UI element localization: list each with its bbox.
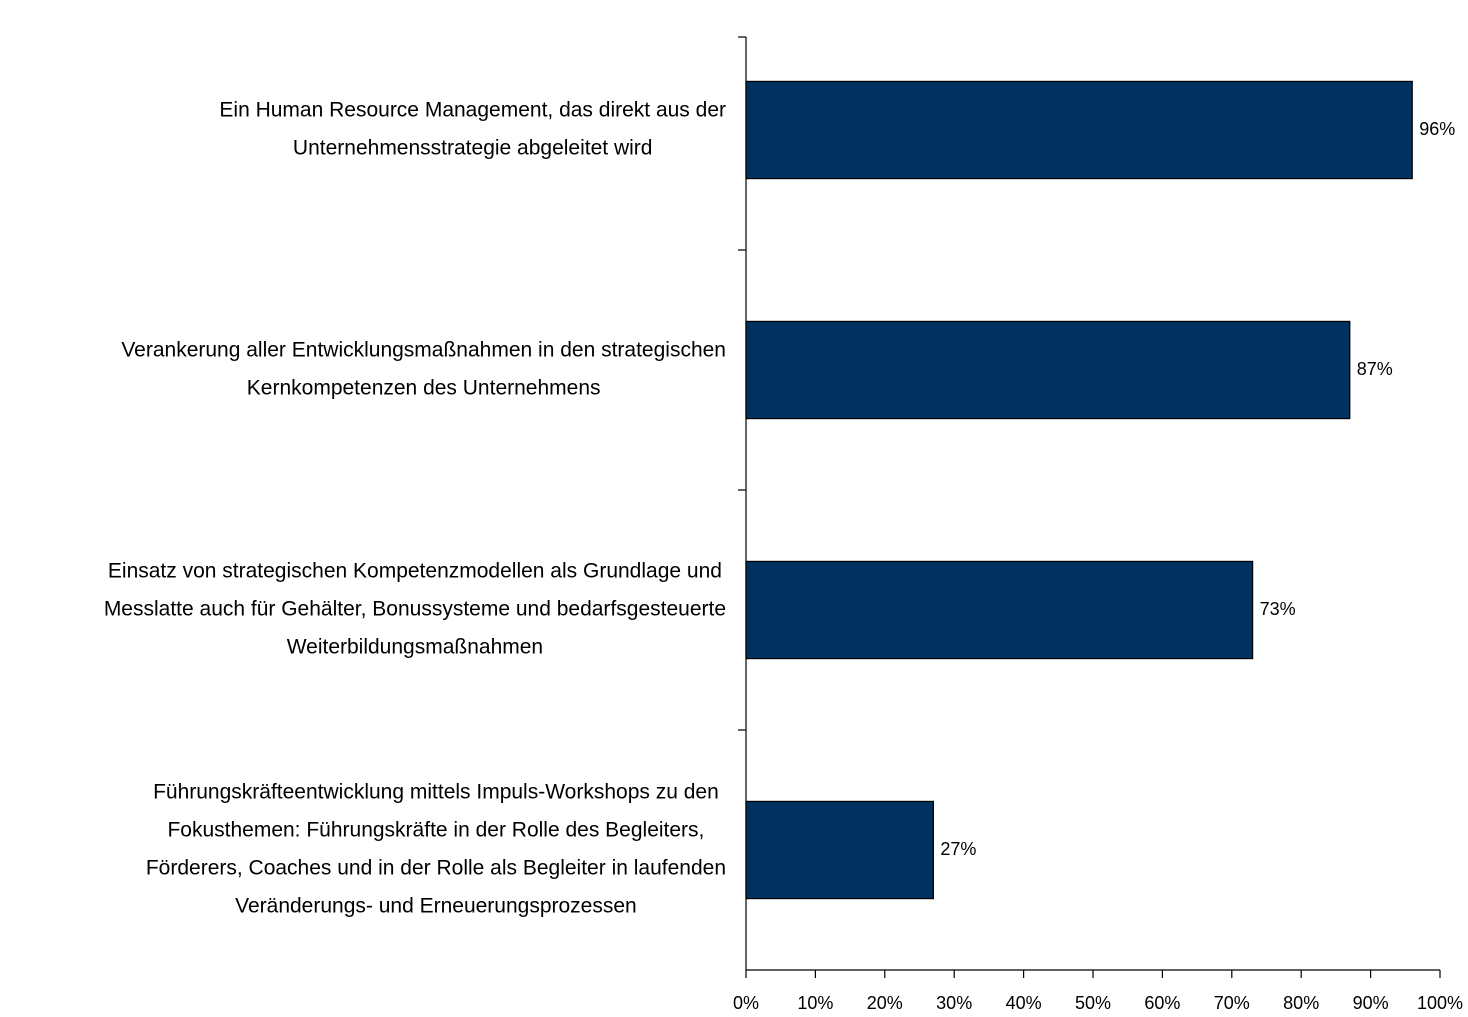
bar: [745, 560, 1254, 660]
bar: [745, 320, 1351, 420]
category-label-line: Messlatte auch für Gehälter, Bonussystem…: [104, 598, 726, 621]
bar: [745, 80, 1413, 180]
x-tick-label: 20%: [867, 993, 903, 1013]
value-label: 73%: [1260, 599, 1296, 619]
x-tick-label: 10%: [797, 993, 833, 1013]
category-label: Führungskräfteentwicklung mittels Impuls…: [146, 781, 726, 918]
x-tick-label: 100%: [1417, 993, 1463, 1013]
category-label-line: Veränderungs- und Erneuerungsprozessen: [235, 895, 637, 918]
value-label: 87%: [1357, 359, 1393, 379]
category-label-line: Fokusthemen: Führungskräfte in der Rolle…: [167, 819, 704, 842]
x-tick-label: 80%: [1283, 993, 1319, 1013]
bar: [745, 800, 934, 900]
x-tick-label: 0%: [733, 993, 759, 1013]
x-tick-label: 50%: [1075, 993, 1111, 1013]
x-tick-label: 90%: [1353, 993, 1389, 1013]
category-label-line: Förderers, Coaches und in der Rolle als …: [146, 857, 726, 880]
category-label-line: Weiterbildungsmaßnahmen: [287, 636, 543, 659]
category-label-line: Unternehmensstrategie abgeleitet wird: [293, 137, 653, 160]
category-label: Einsatz von strategischen Kompetenzmodel…: [104, 560, 726, 659]
value-label: 96%: [1419, 119, 1455, 139]
x-tick-label: 30%: [936, 993, 972, 1013]
x-tick-label: 60%: [1144, 993, 1180, 1013]
category-label: Verankerung aller Entwicklungsmaßnahmen …: [121, 339, 726, 400]
x-tick-label: 70%: [1214, 993, 1250, 1013]
category-label-line: Ein Human Resource Management, das direk…: [219, 99, 726, 122]
category-label-line: Führungskräfteentwicklung mittels Impuls…: [153, 781, 719, 804]
category-label: Ein Human Resource Management, das direk…: [219, 99, 726, 160]
x-tick-label: 40%: [1006, 993, 1042, 1013]
value-label: 27%: [940, 839, 976, 859]
category-label-line: Einsatz von strategischen Kompetenzmodel…: [108, 560, 722, 583]
category-label-line: Kernkompetenzen des Unternehmens: [247, 377, 601, 400]
category-label-line: Verankerung aller Entwicklungsmaßnahmen …: [121, 339, 726, 362]
